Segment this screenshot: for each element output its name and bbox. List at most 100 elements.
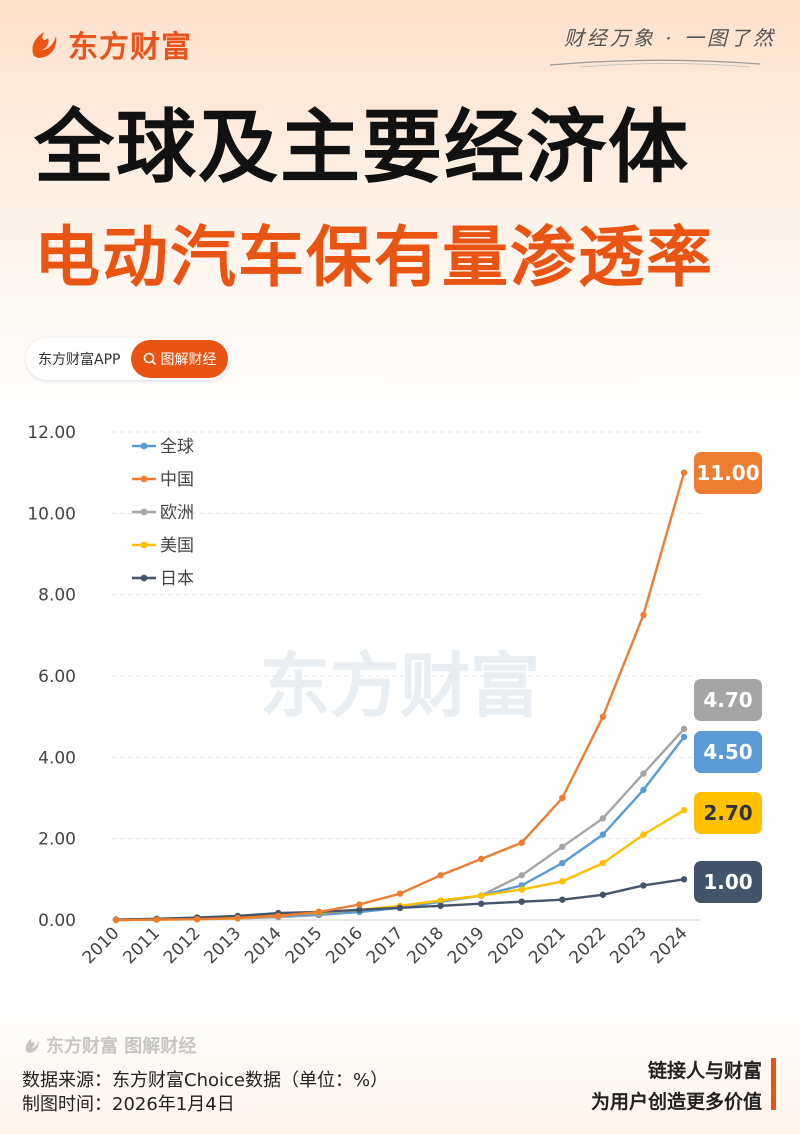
- x-tick-label: 2014: [241, 923, 286, 968]
- data-point: [599, 831, 607, 838]
- y-tick-label: 10.00: [27, 504, 76, 524]
- x-tick-label: 2020: [485, 923, 530, 968]
- line-chart: 东方财富0.002.004.006.008.0010.0012.00201020…: [27, 423, 762, 968]
- data-point: [640, 831, 647, 838]
- data-point: [559, 794, 566, 802]
- data-point: [315, 908, 323, 916]
- x-tick-label: 2016: [322, 923, 367, 968]
- y-tick-label: 0.00: [38, 911, 76, 931]
- brand-logo: 东方财富: [26, 22, 192, 66]
- data-point: [559, 859, 566, 867]
- data-point: [680, 876, 688, 883]
- data-point: [477, 892, 485, 899]
- slogan-underline: [550, 59, 760, 68]
- slogan: 财经万象 · 一图了然: [563, 26, 776, 50]
- chart-date: 制图时间：2026年1月4日: [22, 1094, 235, 1115]
- end-label-box: [694, 792, 762, 834]
- x-tick-label: 2011: [119, 923, 164, 968]
- legend-marker: [140, 574, 148, 582]
- search-label: 图解财经: [160, 352, 217, 368]
- app-search-pill[interactable]: 东方财富APP 图解财经: [26, 338, 230, 380]
- data-point: [559, 878, 566, 885]
- data-point: [356, 901, 363, 908]
- data-point: [275, 912, 282, 920]
- data-point: [680, 733, 688, 741]
- tagline-line2: 为用户创造更多价值: [590, 1091, 762, 1113]
- end-label: 11.00: [696, 461, 759, 485]
- x-tick-label: 2010: [79, 923, 124, 968]
- data-point: [356, 906, 363, 914]
- flame-logo-icon: [32, 32, 57, 58]
- data-point: [437, 872, 444, 879]
- end-label: 2.70: [703, 801, 752, 825]
- data-point: [599, 815, 607, 822]
- legend-label: 美国: [160, 536, 194, 556]
- tagline-accent-bar: [771, 1058, 776, 1110]
- tagline: 链接人与财富 为用户创造更多价值: [591, 1056, 762, 1118]
- x-tick-label: 2013: [201, 923, 246, 968]
- x-tick-label: 2018: [403, 923, 448, 968]
- search-icon: [143, 352, 156, 366]
- watermark: 东方财富: [260, 645, 540, 727]
- x-tick-label: 2022: [566, 923, 611, 968]
- footer-brand-text: 东方财富 图解财经: [46, 1036, 197, 1057]
- page-title: 全球及主要经济体: [34, 101, 690, 194]
- search-button[interactable]: 图解财经: [131, 340, 228, 378]
- data-point: [234, 914, 241, 922]
- data-point: [112, 916, 120, 924]
- data-point: [437, 897, 444, 904]
- data-point: [559, 843, 566, 850]
- data-point: [640, 786, 647, 794]
- legend-marker: [140, 508, 148, 516]
- footer-background: [0, 1000, 800, 1134]
- x-tick-label: 2021: [525, 923, 570, 968]
- y-tick-label: 6.00: [38, 667, 76, 687]
- data-point: [640, 770, 647, 777]
- y-tick-label: 2.00: [38, 830, 76, 850]
- app-name: 东方财富APP: [38, 352, 121, 368]
- data-point: [599, 859, 607, 867]
- data-point: [680, 807, 688, 814]
- data-point: [599, 891, 607, 898]
- data-point: [640, 882, 647, 889]
- legend-label: 全球: [160, 437, 194, 457]
- end-label: 4.70: [703, 688, 752, 712]
- end-label-box: [694, 452, 762, 494]
- end-label-box: [694, 731, 762, 773]
- data-source: 数据来源：东方财富Choice数据（单位：%）: [22, 1070, 389, 1091]
- legend-marker: [140, 475, 148, 483]
- data-point: [518, 839, 525, 846]
- data-point: [437, 902, 444, 909]
- legend-marker: [140, 442, 148, 450]
- data-point: [680, 469, 688, 476]
- end-label-box: [694, 679, 762, 721]
- data-point: [477, 855, 485, 863]
- flame-logo-icon: [25, 1038, 39, 1053]
- y-tick-label: 8.00: [38, 586, 76, 606]
- y-tick-label: 4.00: [38, 748, 76, 768]
- data-point: [518, 872, 525, 879]
- data-point: [477, 900, 485, 907]
- x-tick-label: 2019: [444, 923, 489, 968]
- legend-label: 欧洲: [160, 503, 194, 523]
- end-label-box: [694, 861, 762, 903]
- x-tick-label: 2023: [606, 923, 651, 968]
- data-point: [599, 713, 607, 720]
- end-label: 1.00: [703, 870, 752, 894]
- y-tick-label: 12.00: [27, 423, 76, 443]
- data-point: [518, 898, 525, 905]
- end-label: 4.50: [703, 740, 752, 764]
- x-tick-label: 2012: [160, 923, 205, 968]
- data-point: [396, 890, 404, 897]
- x-tick-label: 2024: [647, 923, 692, 968]
- data-point: [193, 915, 201, 923]
- legend-marker: [140, 541, 148, 549]
- data-point: [680, 725, 688, 733]
- legend-label: 中国: [160, 470, 194, 490]
- data-point: [518, 886, 525, 893]
- footer-brand: 东方财富 图解财经: [22, 1032, 196, 1058]
- page-subtitle: 电动汽车保有量渗透率: [34, 219, 714, 296]
- legend-label: 日本: [160, 569, 194, 589]
- data-point: [640, 611, 647, 619]
- data-point: [396, 904, 404, 911]
